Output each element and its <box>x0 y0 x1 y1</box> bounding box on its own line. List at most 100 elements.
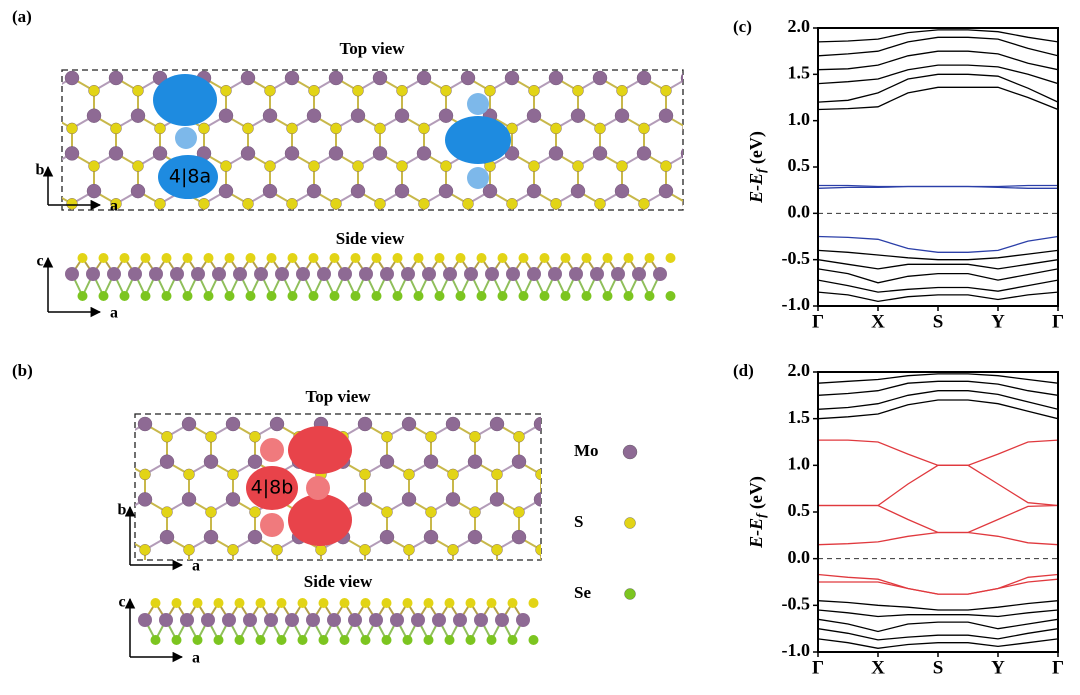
atom <box>276 598 287 608</box>
atom <box>682 201 683 207</box>
atom <box>616 84 628 97</box>
atom <box>533 492 541 507</box>
atom <box>558 507 569 518</box>
atom <box>318 598 329 608</box>
bond <box>585 462 607 475</box>
band-line <box>818 235 1058 253</box>
bond <box>607 424 629 437</box>
atom <box>86 183 102 199</box>
band-line <box>818 504 1058 534</box>
atom <box>416 70 432 86</box>
atom <box>357 416 373 432</box>
atom <box>467 454 483 469</box>
atom <box>528 635 539 645</box>
atom <box>705 161 716 172</box>
atom <box>247 454 263 469</box>
atom <box>467 529 483 545</box>
atom <box>703 109 717 123</box>
atom <box>516 613 530 627</box>
atom <box>416 146 432 161</box>
band-line <box>818 73 1058 103</box>
atom <box>680 72 683 84</box>
side-view-lattice <box>65 253 676 301</box>
atom <box>703 184 717 198</box>
atom <box>348 613 362 627</box>
band-line <box>818 86 1058 111</box>
atom <box>21 71 35 85</box>
atom <box>94 492 108 506</box>
atom <box>558 431 569 442</box>
atom <box>570 108 586 123</box>
bond <box>585 537 607 550</box>
atom <box>264 160 276 172</box>
atom <box>152 146 168 161</box>
x-tick-label: S <box>933 311 944 332</box>
atom <box>658 108 674 123</box>
atom <box>495 613 509 627</box>
atom <box>339 598 350 608</box>
atom <box>390 613 404 627</box>
bond <box>540 499 541 501</box>
cell-boundary <box>134 413 542 561</box>
atom <box>218 183 234 199</box>
atom <box>486 598 497 608</box>
defect-region <box>153 74 217 126</box>
atom <box>198 198 210 210</box>
atom <box>130 108 146 123</box>
axis-letter: c <box>118 594 125 611</box>
atom <box>350 183 366 199</box>
atom <box>182 253 193 263</box>
atom <box>264 613 278 627</box>
band-line <box>818 36 1058 57</box>
y-axis-label: E-Ef (eV) <box>746 476 768 549</box>
atom <box>644 253 655 263</box>
y-tick-label: 1.5 <box>788 407 811 427</box>
atom <box>526 108 542 123</box>
atom <box>66 198 78 210</box>
y-axis-label: E-Ef (eV) <box>746 131 768 204</box>
band-line <box>818 618 1058 633</box>
atom <box>159 613 173 627</box>
atom <box>132 160 144 172</box>
atom <box>440 160 452 172</box>
band-line <box>818 609 1058 618</box>
band-line <box>818 185 1058 189</box>
atom <box>88 84 100 97</box>
atom <box>116 530 130 544</box>
atom <box>380 267 394 281</box>
view-title: Top view <box>339 39 405 58</box>
atom <box>86 267 100 281</box>
atom <box>264 84 276 97</box>
defect-region <box>445 116 511 164</box>
atom <box>465 635 476 645</box>
atom <box>245 291 256 301</box>
atom <box>432 613 446 627</box>
atom <box>108 70 124 86</box>
atom <box>77 291 88 301</box>
atom <box>205 431 217 443</box>
atom <box>491 468 503 481</box>
atom <box>181 492 197 507</box>
atom <box>462 198 474 210</box>
atom <box>255 635 266 645</box>
atom <box>379 529 395 545</box>
bond <box>585 499 607 512</box>
atom <box>474 613 488 627</box>
atom <box>592 146 608 161</box>
atom <box>255 598 266 608</box>
atom <box>161 431 173 443</box>
atom <box>535 544 541 556</box>
atom <box>425 506 437 518</box>
band-line <box>818 628 1058 641</box>
bond <box>563 537 585 550</box>
atom <box>150 598 161 608</box>
atom <box>460 70 476 86</box>
y-axis-label-sub: f <box>753 167 768 173</box>
bond <box>688 116 710 129</box>
band-line <box>818 390 1058 410</box>
atom <box>275 267 289 281</box>
atom <box>45 85 56 96</box>
atom <box>533 416 541 432</box>
plot-area <box>818 373 1058 649</box>
